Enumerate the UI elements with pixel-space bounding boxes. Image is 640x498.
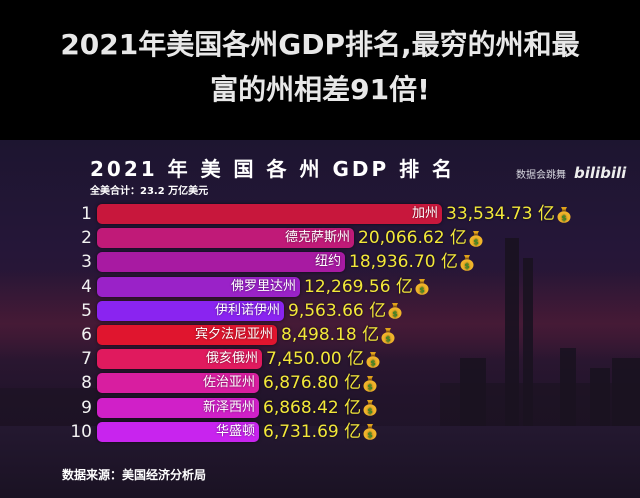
money-bag-icon: $ <box>366 351 380 368</box>
svg-text:$: $ <box>367 406 373 415</box>
money-bag-icon: $ <box>363 375 377 392</box>
money-bag-icon: $ <box>469 230 483 247</box>
rank-number: 9 <box>81 397 92 418</box>
rank-number: 6 <box>81 325 92 345</box>
rank-number: 5 <box>81 300 92 321</box>
gdp-value: 8,498.18 亿 $ <box>281 324 395 346</box>
gdp-value-text: 18,936.70 亿 <box>349 252 458 273</box>
money-bag-icon: $ <box>363 399 377 416</box>
money-bag-icon: $ <box>415 278 429 295</box>
bar-row-6: 6 宾夕法尼亚州 8,498.18 亿 $ <box>0 324 640 346</box>
svg-text:$: $ <box>473 237 479 246</box>
chart-panel: 2021 年 美 国 各 州 GDP 排 名 全美合计：23.2 万亿美元 数据… <box>0 140 640 498</box>
gdp-value-text: 6,731.69 亿 <box>263 421 362 442</box>
gdp-value: 6,731.69 亿 $ <box>263 421 377 443</box>
chart-subtitle: 全美合计：23.2 万亿美元 <box>90 186 209 197</box>
svg-text:$: $ <box>370 358 376 367</box>
svg-text:$: $ <box>392 310 398 319</box>
rank-number: 2 <box>81 228 92 249</box>
gdp-value-text: 9,563.66 亿 <box>288 300 387 321</box>
gdp-value: 18,936.70 亿 $ <box>349 251 474 273</box>
gdp-value: 12,269.56 亿 $ <box>304 276 429 298</box>
bar-row-8: 8 佐治亚州 6,876.80 亿 $ <box>0 372 640 394</box>
svg-text:$: $ <box>385 334 391 343</box>
chart-title: 2021 年 美 国 各 州 GDP 排 名 <box>90 157 456 181</box>
bar-row-7: 7 俄亥俄州 7,450.00 亿 $ <box>0 348 640 370</box>
gdp-value-text: 8,498.18 亿 <box>281 325 380 345</box>
gdp-bar: 佛罗里达州 <box>97 276 300 297</box>
state-name: 华盛顿 <box>215 423 255 439</box>
svg-text:$: $ <box>561 213 567 222</box>
svg-text:$: $ <box>419 285 425 294</box>
bar-row-2: 2 德克萨斯州 20,066.62 亿 $ <box>0 227 640 249</box>
state-name: 新泽西州 <box>202 399 255 415</box>
svg-text:$: $ <box>367 382 373 391</box>
gdp-bar: 华盛顿 <box>97 421 259 442</box>
state-name: 加州 <box>411 206 438 221</box>
state-name: 佛罗里达州 <box>230 278 296 294</box>
gdp-bar: 新泽西州 <box>97 397 259 418</box>
headline-line-2: 富的州相差91倍! <box>210 73 430 106</box>
state-name: 宾夕法尼亚州 <box>194 327 273 342</box>
rank-number: 8 <box>81 373 92 394</box>
gdp-value-text: 7,450.00 亿 <box>266 349 365 370</box>
gdp-value: 6,876.80 亿 $ <box>263 372 377 394</box>
gdp-value: 6,868.42 亿 $ <box>263 397 377 419</box>
state-name: 德克萨斯州 <box>284 230 350 246</box>
rank-number: 4 <box>81 276 92 297</box>
bar-row-3: 3 纽约 18,936.70 亿 $ <box>0 251 640 273</box>
money-bag-icon: $ <box>381 327 395 344</box>
gdp-bar: 佐治亚州 <box>97 373 259 394</box>
gdp-value-text: 33,534.73 亿 <box>446 204 555 224</box>
state-name: 佐治亚州 <box>202 375 255 391</box>
gdp-bar: 宾夕法尼亚州 <box>97 325 277 345</box>
data-source: 数据来源：美国经济分析局 <box>62 468 207 482</box>
bar-row-4: 4 佛罗里达州 12,269.56 亿 $ <box>0 276 640 298</box>
gdp-value: 20,066.62 亿 $ <box>358 227 483 249</box>
gdp-value-text: 20,066.62 亿 <box>358 228 467 249</box>
gdp-value: 33,534.73 亿 $ <box>446 203 571 225</box>
svg-text:$: $ <box>367 431 373 440</box>
gdp-value-text: 12,269.56 亿 <box>304 276 413 297</box>
city-skyline-background <box>0 238 640 498</box>
gdp-bar: 伊利诺伊州 <box>97 300 284 321</box>
money-bag-icon: $ <box>363 423 377 441</box>
gdp-value: 9,563.66 亿 $ <box>288 300 402 322</box>
gdp-bar: 纽约 <box>97 252 345 273</box>
gdp-bar: 俄亥俄州 <box>97 349 262 370</box>
watermark-text: 数据会跳舞 <box>516 169 566 181</box>
rank-number: 10 <box>70 421 92 442</box>
bar-row-1: 1 加州 33,534.73 亿 $ <box>0 203 640 225</box>
state-name: 纽约 <box>314 254 341 270</box>
gdp-bar: 德克萨斯州 <box>97 228 354 249</box>
gdp-value-text: 6,868.42 亿 <box>263 397 362 418</box>
rank-number: 7 <box>81 349 92 370</box>
bilibili-logo: bilibili <box>574 164 627 182</box>
gdp-bar: 加州 <box>97 204 442 224</box>
gdp-value: 7,450.00 亿 $ <box>266 348 380 370</box>
rank-number: 3 <box>81 252 92 273</box>
state-name: 俄亥俄州 <box>205 351 258 367</box>
headline-line-1: 2021年美国各州GDP排名,最穷的州和最 <box>60 28 580 61</box>
rank-number: 1 <box>81 204 92 224</box>
bar-row-5: 5 伊利诺伊州 9,563.66 亿 $ <box>0 300 640 322</box>
gdp-value-text: 6,876.80 亿 <box>263 373 362 394</box>
watermark: 数据会跳舞 bilibili <box>516 164 626 182</box>
money-bag-icon: $ <box>460 254 474 271</box>
bar-row-10: 10 华盛顿 6,731.69 亿 $ <box>0 421 640 443</box>
state-name: 伊利诺伊州 <box>214 302 280 318</box>
money-bag-icon: $ <box>388 302 402 320</box>
money-bag-icon: $ <box>557 206 571 223</box>
headline: 2021年美国各州GDP排名,最穷的州和最 富的州相差91倍! <box>0 0 640 140</box>
svg-text:$: $ <box>464 261 470 270</box>
bar-row-9: 9 新泽西州 6,868.42 亿 $ <box>0 397 640 419</box>
